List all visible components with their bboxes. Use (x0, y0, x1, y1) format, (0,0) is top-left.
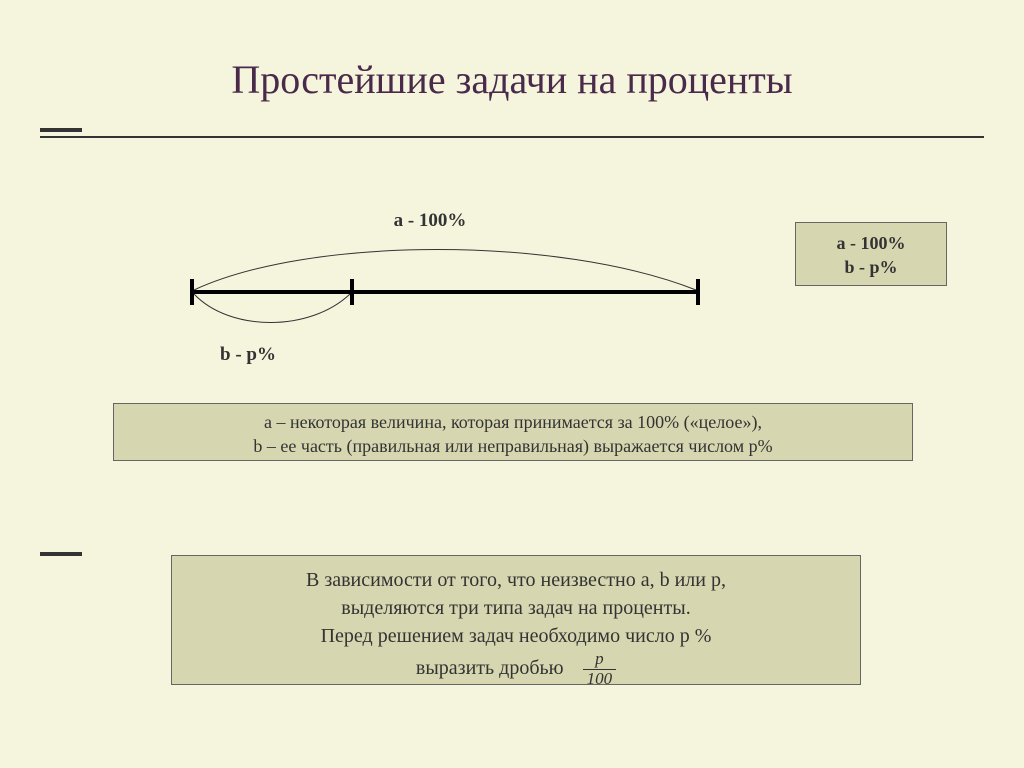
accent-bar-bottom (40, 552, 82, 556)
accent-bar-top (40, 128, 82, 132)
explain-line-4: выразить дробью p 100 (172, 650, 860, 688)
tick-start (190, 279, 194, 305)
tick-end (696, 279, 700, 305)
explain-line-1: В зависимости от того, что неизвестно a,… (172, 566, 860, 594)
fraction-numerator: p (583, 650, 617, 669)
slide-title: Простейшие задачи на проценты (0, 56, 1024, 103)
definition-line-1: a – некоторая величина, которая принимае… (114, 410, 912, 434)
arc-bottom (194, 294, 350, 323)
explain-line-2: выделяются три типа задач на проценты. (172, 594, 860, 622)
summary-line-a: a - 100% (796, 231, 946, 255)
number-line (190, 290, 700, 294)
definition-box: a – некоторая величина, которая принимае… (113, 403, 913, 461)
summary-box: a - 100% b - p% (795, 222, 947, 286)
title-underline (40, 136, 984, 138)
explanation-box: В зависимости от того, что неизвестно a,… (171, 555, 861, 685)
explain-line-3: Перед решением задач необходимо число p … (172, 622, 860, 650)
fraction-denominator: 100 (583, 669, 617, 689)
definition-line-2: b – ее часть (правильная или неправильна… (114, 434, 912, 458)
diagram-label-b: b - p% (220, 344, 276, 366)
fraction: p 100 (583, 650, 617, 688)
explain-line-4-text: выразить дробью (416, 657, 564, 679)
summary-line-b: b - p% (796, 255, 946, 279)
arc-top (194, 250, 696, 291)
number-line-diagram: a - 100% b - p% (130, 210, 730, 365)
tick-mid (350, 279, 354, 305)
